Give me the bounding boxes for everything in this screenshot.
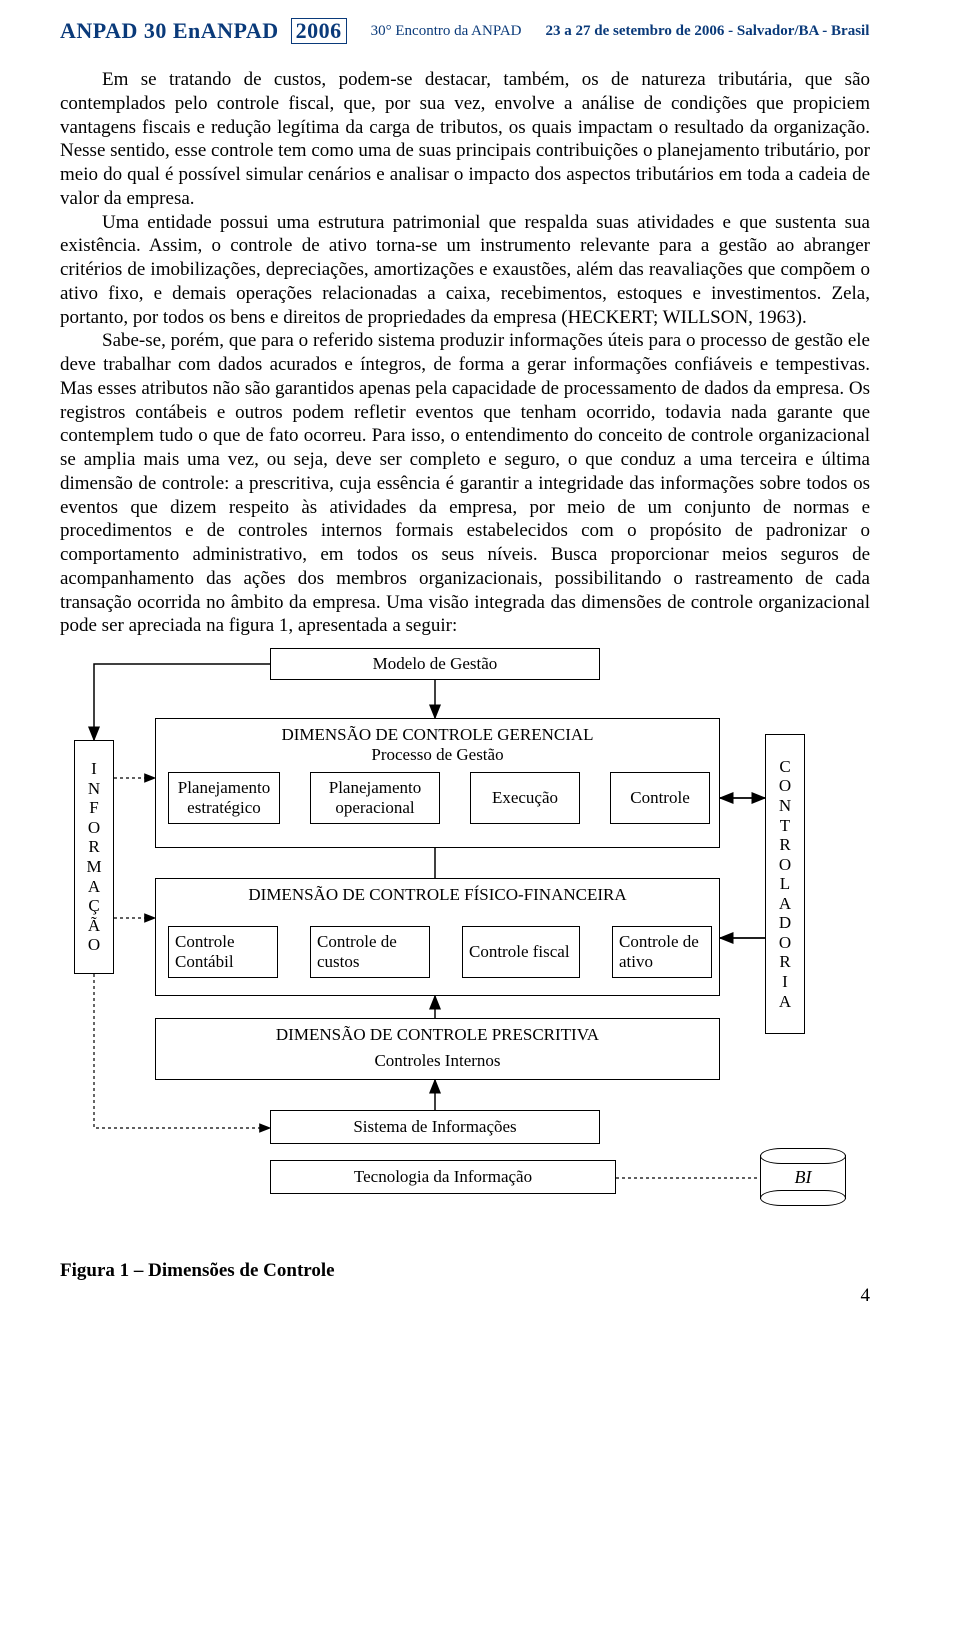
vchar: O bbox=[779, 855, 791, 875]
vchar: I bbox=[782, 972, 788, 992]
label: Controle bbox=[630, 788, 690, 808]
sublabel: Controles Internos bbox=[162, 1045, 713, 1071]
vchar: I bbox=[91, 759, 97, 779]
node-modelo-gestao: Modelo de Gestão bbox=[270, 648, 600, 680]
node-execucao: Execução bbox=[470, 772, 580, 824]
vchar: O bbox=[779, 776, 791, 796]
node-fiscal: Controle fiscal bbox=[462, 926, 580, 978]
vchar: A bbox=[779, 894, 791, 914]
diagram-canvas: Modelo de Gestão INFORMAÇÃO CONTROLADORI… bbox=[60, 648, 880, 1258]
vchar: R bbox=[88, 837, 99, 857]
figure-caption: Figura 1 – Dimensões de Controle bbox=[0, 1258, 960, 1283]
node-informacao: INFORMAÇÃO bbox=[74, 740, 114, 974]
node-controladoria: CONTROLADORIA bbox=[765, 734, 805, 1034]
label: Controle de ativo bbox=[619, 932, 705, 971]
vchar: D bbox=[779, 913, 791, 933]
sublabel: Processo de Gestão bbox=[162, 745, 713, 765]
conference-header: ANPAD 30 EnANPAD 2006 30° Encontro da AN… bbox=[0, 0, 960, 58]
vchar: Ç bbox=[88, 896, 99, 916]
vchar: A bbox=[88, 877, 100, 897]
vchar: N bbox=[88, 779, 100, 799]
node-sistema-info: Sistema de Informações bbox=[270, 1110, 600, 1144]
label: Controle Contábil bbox=[175, 932, 271, 971]
label: Planejamento operacional bbox=[317, 778, 433, 817]
vchar: F bbox=[89, 798, 98, 818]
page: ANPAD 30 EnANPAD 2006 30° Encontro da AN… bbox=[0, 0, 960, 1313]
figure-1: Modelo de Gestão INFORMAÇÃO CONTROLADORI… bbox=[0, 648, 960, 1258]
node-contabil: Controle Contábil bbox=[168, 926, 278, 978]
label: Controle de custos bbox=[317, 932, 423, 971]
brand-logo: ANPAD 30 EnANPAD 2006 bbox=[60, 18, 347, 44]
vchar: T bbox=[780, 816, 790, 836]
label: DIMENSÃO DE CONTROLE GERENCIAL bbox=[162, 723, 713, 745]
label: Sistema de Informações bbox=[353, 1117, 516, 1137]
vchar: N bbox=[779, 796, 791, 816]
vchar: A bbox=[779, 992, 791, 1012]
vchar: C bbox=[779, 757, 790, 777]
panel-prescritiva: DIMENSÃO DE CONTROLE PRESCRITIVA Control… bbox=[155, 1018, 720, 1080]
label: Execução bbox=[492, 788, 558, 808]
brand-text: ANPAD 30 EnANPAD bbox=[60, 18, 279, 43]
node-custos: Controle de custos bbox=[310, 926, 430, 978]
page-number: 4 bbox=[861, 1286, 871, 1305]
meeting-title: 30° Encontro da ANPAD bbox=[371, 22, 522, 40]
vchar: R bbox=[779, 835, 790, 855]
node-controle: Controle bbox=[610, 772, 710, 824]
paragraph: Em se tratando de custos, podem-se desta… bbox=[60, 68, 870, 211]
node-plan-operacional: Planejamento operacional bbox=[310, 772, 440, 824]
paragraph: Sabe-se, porém, que para o referido sist… bbox=[60, 329, 870, 638]
node-ativo: Controle de ativo bbox=[612, 926, 712, 978]
label: Controle fiscal bbox=[469, 942, 570, 962]
vchar: Ã bbox=[88, 916, 100, 936]
node-plan-estrategico: Planejamento estratégico bbox=[168, 772, 280, 824]
node-tecnologia: Tecnologia da Informação bbox=[270, 1160, 616, 1194]
label: BI bbox=[760, 1168, 846, 1186]
node-bi-cylinder: BI bbox=[760, 1148, 846, 1206]
vchar: R bbox=[779, 952, 790, 972]
vchar: O bbox=[88, 935, 100, 955]
label: DIMENSÃO DE CONTROLE PRESCRITIVA bbox=[162, 1023, 713, 1045]
vchar: M bbox=[86, 857, 101, 877]
article-body: Em se tratando de custos, podem-se desta… bbox=[0, 58, 960, 648]
label: Planejamento estratégico bbox=[175, 778, 273, 817]
label: Modelo de Gestão bbox=[373, 654, 498, 674]
vchar: L bbox=[780, 874, 790, 894]
paragraph: Uma entidade possui uma estrutura patrim… bbox=[60, 211, 870, 330]
brand-year: 2006 bbox=[291, 18, 347, 44]
label: Tecnologia da Informação bbox=[354, 1167, 532, 1187]
vchar: O bbox=[88, 818, 100, 838]
vchar: O bbox=[779, 933, 791, 953]
label: DIMENSÃO DE CONTROLE FÍSICO-FINANCEIRA bbox=[162, 883, 713, 905]
meeting-dates: 23 a 27 de setembro de 2006 - Salvador/B… bbox=[545, 22, 869, 40]
